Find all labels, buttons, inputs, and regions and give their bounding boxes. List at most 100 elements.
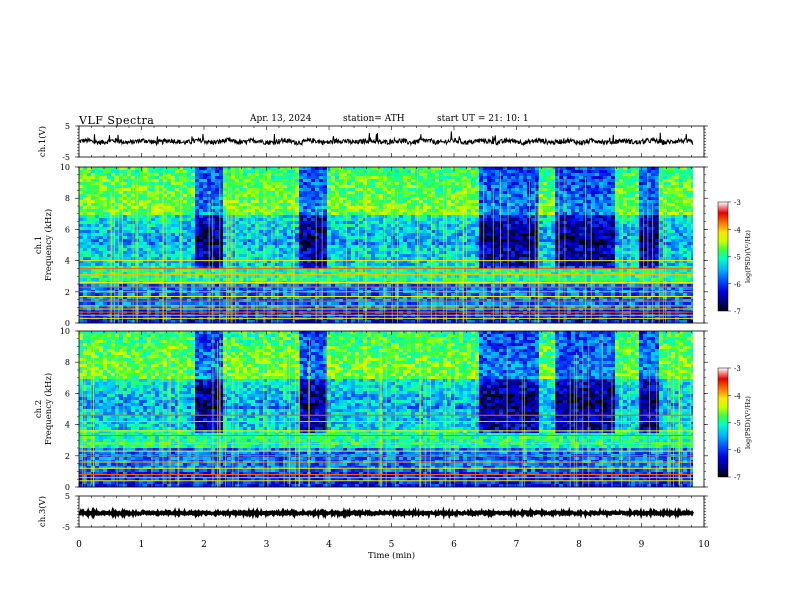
heatmap-cell	[271, 236, 276, 240]
heatmap-cell	[139, 200, 144, 204]
heatmap-cell	[235, 245, 240, 249]
heatmap-cell	[399, 191, 404, 195]
heatmap-cell	[147, 194, 152, 198]
heatmap-cell	[351, 257, 356, 261]
heatmap-cell	[319, 296, 324, 300]
heatmap-cell	[275, 275, 280, 279]
heatmap-cell	[311, 302, 316, 306]
heatmap-cell	[355, 218, 360, 222]
heatmap-cell	[423, 248, 428, 252]
heatmap-cell	[355, 302, 360, 306]
heatmap-cell	[111, 239, 116, 243]
heatmap-cell	[443, 263, 448, 267]
heatmap-cell	[407, 257, 412, 261]
heatmap-cell	[263, 278, 268, 282]
heatmap-cell	[299, 248, 304, 252]
heatmap-cell	[363, 236, 368, 240]
heatmap-cell	[419, 215, 424, 219]
heatmap-cell	[167, 284, 172, 288]
heatmap-cell	[219, 308, 224, 312]
heatmap-cell	[323, 278, 328, 282]
heatmap-cell	[363, 278, 368, 282]
heatmap-cell	[199, 179, 204, 183]
heatmap-cell	[311, 278, 316, 282]
heatmap-cell	[387, 257, 392, 261]
heatmap-cell	[319, 209, 324, 213]
heatmap-cell	[327, 269, 332, 273]
heatmap-cell	[411, 230, 416, 234]
heatmap-cell	[275, 179, 280, 183]
heatmap-cell	[447, 245, 452, 249]
heatmap-cell	[87, 299, 92, 303]
heatmap-cell	[143, 311, 148, 315]
heatmap-cell	[299, 167, 304, 171]
heatmap-cell	[91, 197, 96, 201]
heatmap-cell	[443, 242, 448, 246]
heatmap-cell	[331, 215, 336, 219]
heatmap-cell	[191, 227, 196, 231]
heatmap-cell	[247, 191, 252, 195]
heatmap-cell	[283, 194, 288, 198]
heatmap-cell	[339, 254, 344, 258]
heatmap-cell	[159, 170, 164, 174]
heatmap-cell	[127, 170, 132, 174]
heatmap-cell	[239, 227, 244, 231]
heatmap-cell	[447, 176, 452, 180]
heatmap-cell	[107, 263, 112, 267]
heatmap-cell	[211, 182, 216, 186]
heatmap-cell	[95, 236, 100, 240]
heatmap-cell	[315, 209, 320, 213]
heatmap-cell	[423, 266, 428, 270]
heatmap-cell	[447, 251, 452, 255]
heatmap-cell	[303, 209, 308, 213]
heatmap-cell	[263, 194, 268, 198]
heatmap-cell	[111, 266, 116, 270]
heatmap-cell	[335, 176, 340, 180]
heatmap-cell	[231, 278, 236, 282]
heatmap-cell	[315, 266, 320, 270]
heatmap-cell	[371, 200, 376, 204]
heatmap-cell	[91, 260, 96, 264]
heatmap-cell	[315, 320, 320, 324]
heatmap-cell	[95, 293, 100, 297]
heatmap-cell	[347, 284, 352, 288]
heatmap-cell	[187, 299, 192, 303]
heatmap-cell	[335, 167, 340, 171]
heatmap-cell	[115, 269, 120, 273]
heatmap-cell	[215, 275, 220, 279]
heatmap-cell	[431, 218, 436, 222]
heatmap-cell	[179, 179, 184, 183]
heatmap-cell	[99, 167, 104, 171]
heatmap-cell	[187, 173, 192, 177]
heatmap-cell	[155, 260, 160, 264]
heatmap-cell	[439, 257, 444, 261]
heatmap-cell	[431, 296, 436, 300]
heatmap-cell	[291, 305, 296, 309]
heatmap-cell	[439, 239, 444, 243]
heatmap-cell	[423, 173, 428, 177]
heatmap-cell	[203, 272, 208, 276]
heatmap-cell	[163, 320, 168, 324]
heatmap-cell	[123, 215, 128, 219]
heatmap-cell	[299, 188, 304, 192]
heatmap-cell	[103, 284, 108, 288]
heatmap-cell	[187, 275, 192, 279]
heatmap-cell	[311, 308, 316, 312]
heatmap-cell	[203, 185, 208, 189]
heatmap-cell	[227, 224, 232, 228]
heatmap-cell	[187, 254, 192, 258]
heatmap-cell	[419, 233, 424, 237]
heatmap-cell	[447, 254, 452, 258]
heatmap-cell	[427, 191, 432, 195]
heatmap-cell	[159, 197, 164, 201]
heatmap-cell	[311, 212, 316, 216]
heatmap-cell	[247, 170, 252, 174]
heatmap-cell	[163, 203, 168, 207]
heatmap-cell	[435, 320, 440, 324]
heatmap-cell	[183, 278, 188, 282]
heatmap-cell	[151, 191, 156, 195]
heatmap-cell	[99, 200, 104, 204]
heatmap-cell	[143, 296, 148, 300]
heatmap-cell	[223, 239, 228, 243]
heatmap-cell	[319, 185, 324, 189]
